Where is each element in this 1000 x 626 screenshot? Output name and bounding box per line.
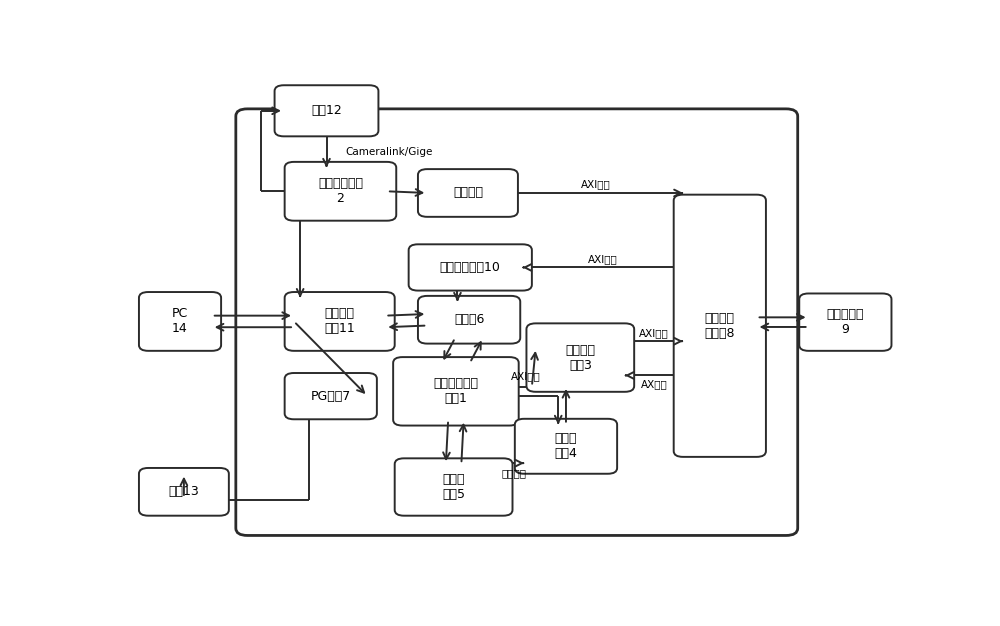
FancyBboxPatch shape: [285, 162, 396, 221]
FancyBboxPatch shape: [285, 373, 377, 419]
FancyBboxPatch shape: [799, 294, 891, 351]
FancyBboxPatch shape: [139, 468, 229, 516]
Text: 寄存器6: 寄存器6: [454, 313, 484, 326]
Text: 相机12: 相机12: [311, 105, 342, 117]
Text: AXI总线: AXI总线: [511, 371, 541, 381]
FancyBboxPatch shape: [515, 419, 617, 474]
Text: AXI总线: AXI总线: [581, 179, 611, 189]
Text: 串口控
制器5: 串口控 制器5: [442, 473, 465, 501]
Text: 数据封包: 数据封包: [453, 187, 483, 200]
FancyBboxPatch shape: [393, 357, 519, 426]
FancyBboxPatch shape: [275, 85, 378, 136]
Text: 图像采集模块
2: 图像采集模块 2: [318, 177, 363, 205]
Text: 读取图像模块10: 读取图像模块10: [440, 261, 501, 274]
Text: AXI总线: AXI总线: [588, 254, 618, 264]
Text: 中断控
制器4: 中断控 制器4: [555, 433, 577, 460]
Text: Cameralink/Gige: Cameralink/Gige: [346, 147, 433, 157]
FancyBboxPatch shape: [139, 292, 221, 351]
Text: AXI总线: AXI总线: [639, 329, 669, 339]
Text: AX总线: AX总线: [641, 379, 667, 389]
Text: 外部存储器
9: 外部存储器 9: [827, 308, 864, 336]
Text: 中断信号: 中断信号: [501, 468, 526, 478]
FancyBboxPatch shape: [285, 292, 395, 351]
FancyBboxPatch shape: [674, 195, 766, 457]
Text: 数据传输
总线11: 数据传输 总线11: [324, 307, 355, 336]
FancyBboxPatch shape: [395, 458, 512, 516]
FancyBboxPatch shape: [236, 109, 798, 535]
FancyBboxPatch shape: [526, 324, 634, 392]
Text: 图像处理
模块3: 图像处理 模块3: [565, 344, 595, 372]
FancyBboxPatch shape: [418, 296, 520, 344]
FancyBboxPatch shape: [409, 244, 532, 290]
Text: PC
14: PC 14: [172, 307, 188, 336]
Text: 外部存储
控制器8: 外部存储 控制器8: [705, 312, 735, 340]
FancyBboxPatch shape: [418, 169, 518, 217]
Text: 中央控制处理
单元1: 中央控制处理 单元1: [433, 377, 478, 405]
Text: 模组13: 模组13: [169, 485, 199, 498]
Text: PG模块7: PG模块7: [311, 389, 351, 403]
